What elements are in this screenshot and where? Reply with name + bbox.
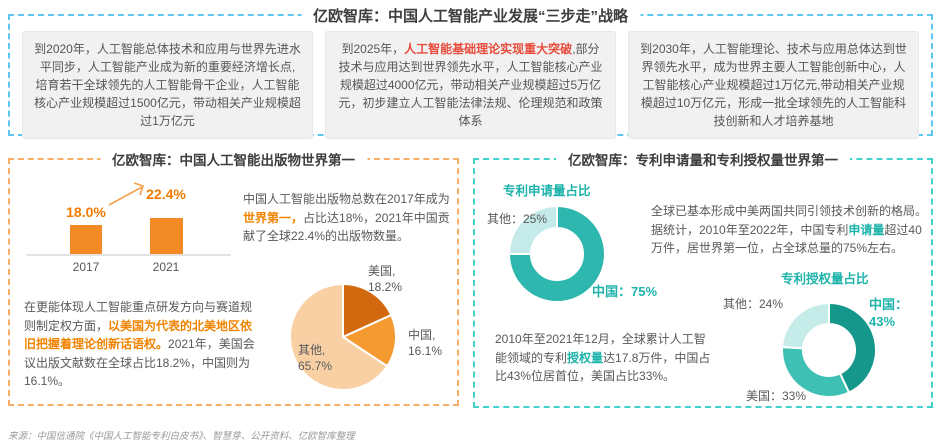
growth-arrow-icon (108, 182, 145, 206)
applications-label-other: 其他：25% (487, 212, 548, 226)
para-highlight: 申请量 (848, 222, 885, 237)
three-step-strategy-panel: 亿欧智库：中国人工智能产业发展“三步走”战略 到2020年，人工智能总体技术和应… (8, 5, 933, 139)
applications-donut-title: 专利申请量占比 (503, 184, 591, 198)
step-text: ,部分技术与应用达到世界领先水平，人工智能核心产业规模超过4000亿元，带动相关… (338, 42, 603, 128)
applications-label-china: 中国：75% (592, 284, 658, 299)
step-box-2025: 到2025年，人工智能基础理论实现重大突破,部分技术与应用达到世界领先水平，人工… (325, 31, 616, 139)
bar-2017 (70, 225, 102, 254)
para-text: 占比达18%，2021年中国贡献了全球22.4%的出版物数量。 (243, 210, 450, 244)
publications-pie-chart (289, 282, 397, 391)
para-highlight: 授权量 (567, 350, 604, 365)
grants-label-other: 其他：24% (723, 297, 784, 311)
step-text: 到2020年，人工智能总体技术和应用与世界先进水平同步，人工智能产业成为新的重要… (34, 42, 301, 128)
bar-2021 (150, 218, 183, 254)
bar-value-2021: 22.4% (146, 186, 186, 202)
pie-label-china: 中国, 16.1% (408, 328, 443, 358)
patents-panel-title: 亿欧智库：专利申请量和专利授权量世界第一 (556, 149, 850, 169)
grants-label-us: 美国：33% (746, 389, 807, 403)
step-box-2030: 到2030年，人工智能理论、技术与应用总体达到世界领先水平，成为世界主要人工智能… (628, 31, 919, 139)
pie-label-other: 其他, 65.7% (298, 343, 333, 373)
para-text: 达17.8万件，中国占比43%位居首位，美国占比33%。 (495, 350, 711, 384)
x-axis-line (26, 254, 231, 256)
patents-paragraph-2: 2010年至2021年12月，全球累计人工智能领域的专利授权量达17.8万件，中… (495, 330, 717, 386)
strategy-steps-row: 到2020年，人工智能总体技术和应用与世界先进水平同步，人工智能产业成为新的重要… (22, 31, 919, 139)
strategy-panel-title: 亿欧智库：中国人工智能产业发展“三步走”战略 (300, 5, 641, 26)
axis-label-2017: 2017 (72, 260, 100, 274)
publications-panel: 亿欧智库：中国人工智能出版物世界第一 18.0% 22.4% 2017 2021… (8, 149, 459, 406)
para-text: 2021年，美国会议出版文献数在全球占比18.2%，中国则为16.1%。 (24, 337, 255, 389)
pie-label-us: 美国, 18.2% (368, 264, 403, 294)
patent-applications-donut-chart (507, 204, 606, 303)
para-text: 超过40万件，居世界第一位，占全球总量的75%左右。 (651, 222, 922, 256)
publications-paragraph-1: 中国人工智能出版物总数在2017年成为世界第一，占比达18%，2021年中国贡献… (243, 190, 459, 246)
grants-donut-title: 专利授权量占比 (781, 272, 869, 286)
step-box-2020: 到2020年，人工智能总体技术和应用与世界先进水平同步，人工智能产业成为新的重要… (22, 31, 313, 139)
para-highlight: 以美国为代表的北美地区依旧把握着理论创新话语权。 (24, 318, 253, 352)
patents-panel: 亿欧智库：专利申请量和专利授权量世界第一 专利申请量占比 其他：25% 中国：7… (473, 149, 933, 408)
bar-value-2017: 18.0% (66, 204, 106, 220)
publications-bar-chart: 18.0% 22.4% 2017 2021 (26, 178, 236, 278)
para-text: 在更能体现人工智能重点研发方向与赛道规则制定权方面， (24, 300, 253, 333)
publications-paragraph-2: 在更能体现人工智能重点研发方向与赛道规则制定权方面，以美国为代表的北美地区依旧把… (24, 298, 258, 391)
para-text: 中国人工智能出版物总数在2017年成为 (243, 192, 450, 206)
publications-panel-title: 亿欧智库：中国人工智能出版物世界第一 (100, 149, 367, 169)
step-text: 到2030年，人工智能理论、技术与应用总体达到世界领先水平，成为世界主要人工智能… (640, 42, 907, 128)
axis-label-2021: 2021 (152, 260, 180, 274)
source-note: 来源：中国信通院《中国人工智能专利白皮书》、智慧芽、公开资料、亿欧智库整理 (8, 431, 355, 442)
step-text: 到2025年， (341, 42, 405, 56)
para-highlight: 世界第一， (243, 210, 304, 225)
para-text: 2010年至2021年12月，全球累计人工智能领域的专利 (495, 332, 706, 365)
para-text: 全球已基本形成中美两国共同引领技术创新的格局。据统计，2010年至2022年，中… (651, 204, 928, 237)
grants-label-china: 中国：43% (869, 297, 909, 329)
step-highlight: 人工智能基础理论实现重大突破 (404, 42, 573, 56)
patent-grants-donut-chart (781, 301, 877, 398)
patents-paragraph-1: 全球已基本形成中美两国共同引领技术创新的格局。据统计，2010年至2022年，中… (651, 202, 933, 258)
